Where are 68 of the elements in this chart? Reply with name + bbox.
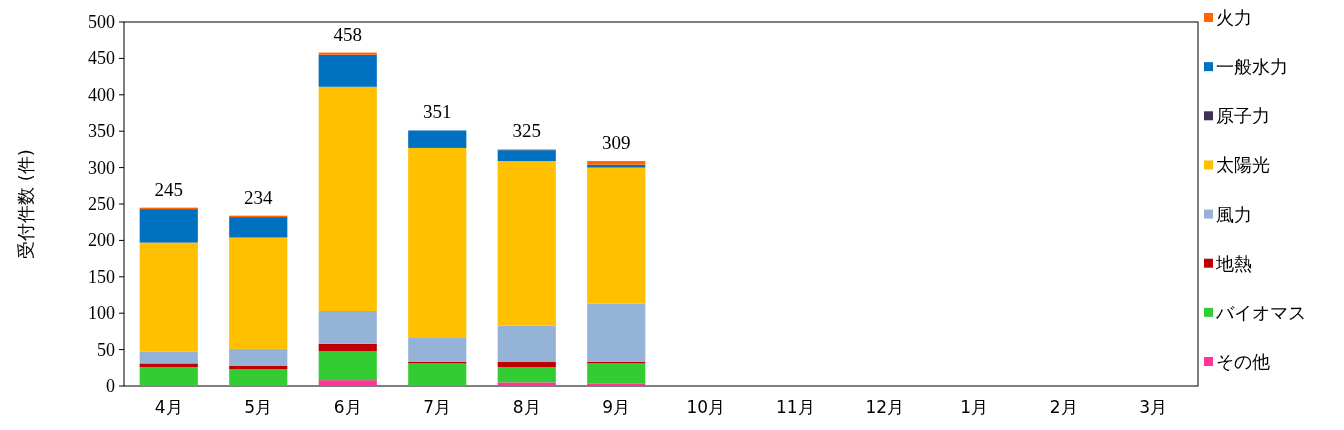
bar bbox=[497, 367, 556, 383]
x-tick-label: 12月 bbox=[865, 397, 905, 417]
bar bbox=[497, 361, 556, 368]
bar bbox=[408, 363, 467, 386]
legend-label: 原子力 bbox=[1216, 105, 1270, 127]
bar bbox=[229, 369, 288, 386]
bar bbox=[318, 52, 377, 55]
y-tick-label: 200 bbox=[88, 230, 115, 251]
bar bbox=[139, 242, 198, 352]
x-tick-label: 10月 bbox=[686, 397, 726, 417]
bar bbox=[318, 86, 377, 312]
legend-label: 火力 bbox=[1216, 7, 1252, 28]
bar bbox=[497, 161, 556, 326]
bar bbox=[229, 237, 288, 349]
x-tick-label: 6月 bbox=[333, 397, 362, 417]
legend-label: 太陽光 bbox=[1216, 154, 1270, 176]
bar bbox=[408, 337, 467, 362]
legend-label: バイオマス bbox=[1215, 301, 1306, 323]
y-tick-label: 500 bbox=[88, 12, 115, 32]
bar bbox=[497, 150, 556, 162]
x-tick-label: 7月 bbox=[423, 397, 452, 417]
x-tick-label: 8月 bbox=[512, 397, 541, 417]
x-tick-label: 2月 bbox=[1049, 397, 1078, 417]
total-label: 325 bbox=[512, 120, 541, 142]
bar bbox=[408, 130, 467, 148]
bar bbox=[408, 147, 467, 338]
bar bbox=[139, 351, 198, 364]
total-label: 458 bbox=[333, 23, 362, 45]
bar bbox=[229, 348, 288, 366]
y-tick-label: 450 bbox=[88, 48, 115, 69]
y-tick-label: 50 bbox=[97, 339, 115, 360]
y-axis-title: 受付件数 (件) bbox=[15, 149, 36, 259]
y-tick-label: 350 bbox=[88, 121, 115, 142]
y-tick-label: 0 bbox=[106, 376, 115, 396]
legend-label: 風力 bbox=[1216, 203, 1252, 225]
bar bbox=[139, 367, 198, 386]
bar bbox=[318, 343, 377, 352]
bar bbox=[318, 380, 377, 386]
bar bbox=[318, 311, 377, 344]
legend-label: その他 bbox=[1216, 351, 1270, 372]
y-tick-label: 100 bbox=[88, 303, 115, 324]
x-tick-label: 5月 bbox=[244, 397, 273, 417]
y-tick-label: 400 bbox=[88, 84, 115, 105]
x-tick-label: 4月 bbox=[154, 397, 183, 417]
x-tick-label: 11月 bbox=[775, 397, 815, 417]
bar bbox=[587, 383, 646, 386]
bar bbox=[139, 363, 198, 368]
total-label: 234 bbox=[244, 186, 273, 208]
bar bbox=[587, 363, 646, 384]
y-tick-label: 300 bbox=[88, 157, 115, 178]
legend-label: 一般水力 bbox=[1216, 56, 1288, 78]
x-tick-label: 3月 bbox=[1139, 397, 1168, 417]
bar bbox=[229, 217, 288, 238]
total-label: 309 bbox=[602, 132, 631, 154]
bar bbox=[587, 303, 646, 362]
y-tick-label: 150 bbox=[88, 266, 115, 287]
bar bbox=[497, 382, 556, 386]
total-label: 351 bbox=[423, 101, 452, 123]
bar bbox=[587, 167, 646, 304]
bar bbox=[318, 351, 377, 381]
x-tick-label: 9月 bbox=[602, 397, 631, 417]
bar bbox=[318, 54, 377, 87]
y-tick-label: 250 bbox=[88, 194, 115, 214]
legend-label: 地熱 bbox=[1215, 252, 1252, 274]
total-label: 245 bbox=[154, 178, 183, 200]
bar bbox=[139, 209, 198, 243]
x-tick-label: 1月 bbox=[960, 397, 989, 417]
bar bbox=[497, 325, 556, 362]
